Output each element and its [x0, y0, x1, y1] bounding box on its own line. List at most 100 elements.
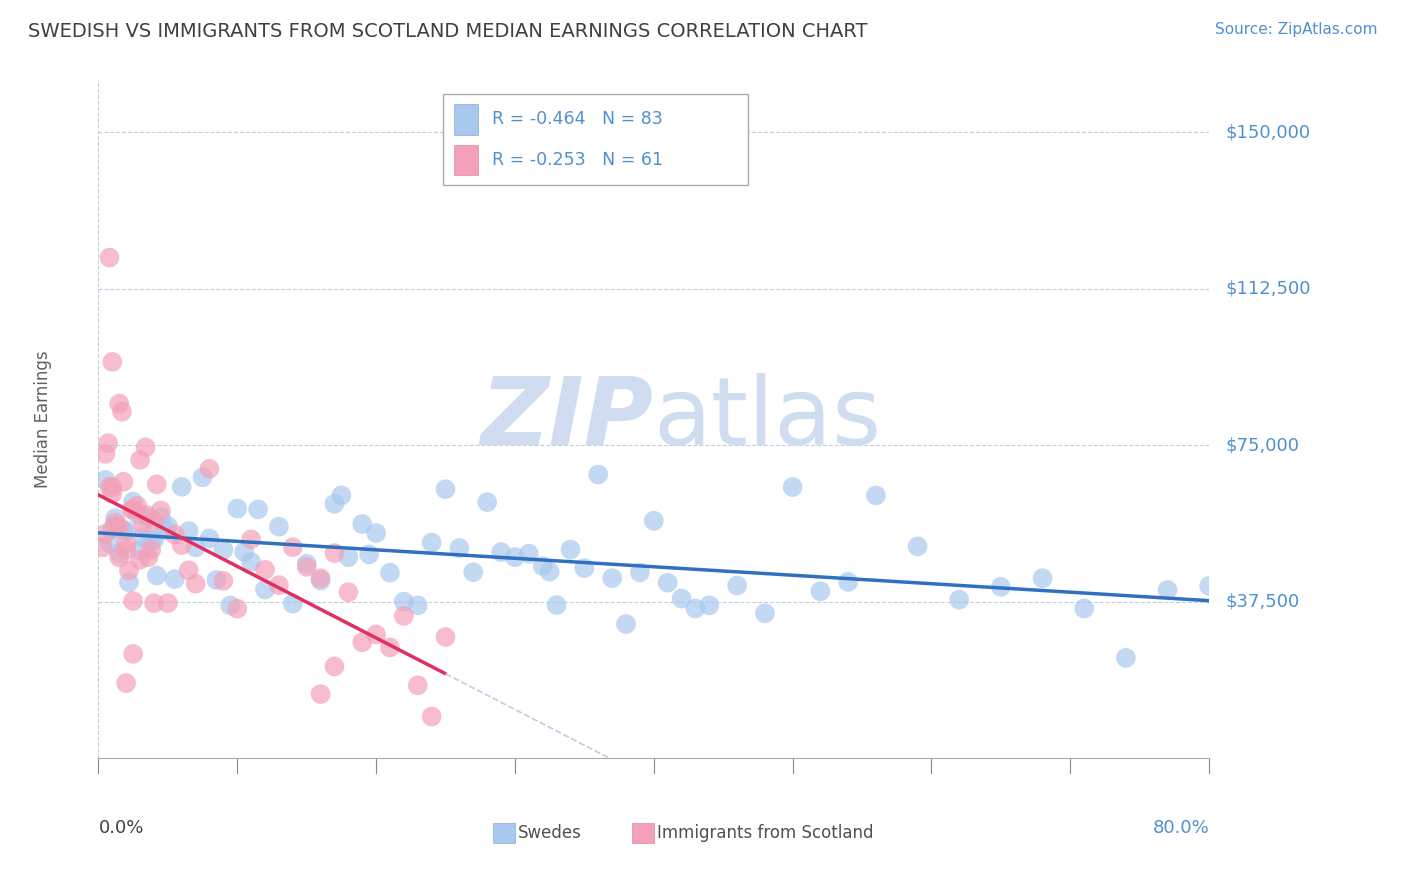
Point: [1115, 651, 1137, 665]
Point: [108, 519, 131, 533]
Point: [94, 526, 117, 541]
Text: $37,500: $37,500: [1226, 593, 1301, 611]
Bar: [631, 822, 654, 843]
Point: [352, 635, 374, 649]
Point: [145, 568, 167, 582]
Bar: [492, 822, 515, 843]
Point: [517, 547, 540, 561]
Point: [614, 617, 637, 632]
Point: [127, 499, 149, 513]
Point: [141, 533, 163, 548]
Point: [253, 563, 276, 577]
Point: [337, 550, 360, 565]
Text: Source: ZipAtlas.com: Source: ZipAtlas.com: [1215, 22, 1378, 37]
FancyBboxPatch shape: [443, 94, 748, 186]
Point: [865, 488, 887, 502]
Point: [810, 584, 832, 599]
Point: [463, 566, 485, 580]
Point: [118, 575, 141, 590]
Point: [170, 480, 193, 494]
Point: [754, 607, 776, 621]
Text: Immigrants from Scotland: Immigrants from Scotland: [657, 824, 873, 842]
Point: [948, 592, 970, 607]
Point: [104, 516, 127, 530]
Point: [240, 533, 263, 547]
Point: [112, 475, 135, 489]
Point: [1073, 601, 1095, 615]
Point: [226, 501, 249, 516]
Point: [600, 571, 623, 585]
Point: [105, 519, 128, 533]
Point: [122, 494, 145, 508]
Point: [685, 601, 707, 615]
Point: [295, 557, 318, 571]
Point: [538, 565, 561, 579]
Point: [191, 470, 214, 484]
Text: SWEDISH VS IMMIGRANTS FROM SCOTLAND MEDIAN EARNINGS CORRELATION CHART: SWEDISH VS IMMIGRANTS FROM SCOTLAND MEDI…: [28, 22, 868, 41]
Point: [122, 502, 145, 516]
Point: [725, 578, 748, 592]
Point: [323, 546, 346, 560]
Point: [94, 473, 117, 487]
Point: [267, 519, 290, 533]
Text: $75,000: $75,000: [1226, 436, 1299, 454]
Point: [907, 540, 929, 554]
Text: $112,500: $112,500: [1226, 280, 1312, 298]
Point: [177, 524, 200, 538]
Point: [198, 462, 221, 476]
Point: [392, 594, 415, 608]
Point: [782, 480, 804, 494]
Point: [281, 597, 304, 611]
Point: [212, 543, 235, 558]
Point: [98, 536, 121, 550]
Point: [101, 487, 124, 501]
Point: [121, 502, 143, 516]
Point: [127, 507, 149, 521]
Point: [503, 550, 526, 565]
Point: [837, 574, 859, 589]
Point: [94, 447, 117, 461]
Point: [366, 627, 388, 641]
Point: [574, 561, 596, 575]
Point: [378, 640, 401, 655]
Point: [108, 396, 131, 410]
Point: [108, 550, 131, 565]
Point: [267, 578, 290, 592]
Point: [240, 555, 263, 569]
Point: [163, 572, 186, 586]
Point: [163, 527, 186, 541]
Point: [671, 591, 693, 606]
Point: [138, 550, 160, 565]
Point: [359, 547, 381, 561]
Point: [141, 542, 163, 557]
Point: [406, 678, 429, 692]
Point: [122, 594, 145, 608]
Point: [143, 596, 166, 610]
Point: [104, 511, 127, 525]
Point: [434, 482, 457, 496]
Point: [122, 647, 145, 661]
Bar: [454, 145, 478, 175]
Point: [337, 585, 360, 599]
Point: [111, 404, 134, 418]
Point: [129, 453, 152, 467]
Point: [153, 523, 176, 537]
Point: [295, 559, 318, 574]
Text: 80.0%: 80.0%: [1153, 819, 1209, 838]
Point: [253, 582, 276, 597]
Point: [323, 659, 346, 673]
Point: [226, 601, 249, 615]
Point: [628, 566, 651, 580]
Text: $150,000: $150,000: [1226, 123, 1310, 142]
Point: [101, 355, 124, 369]
Point: [392, 608, 415, 623]
Point: [149, 503, 172, 517]
Point: [149, 510, 172, 524]
Text: R = -0.253   N = 61: R = -0.253 N = 61: [492, 151, 662, 169]
Point: [1198, 579, 1220, 593]
Point: [98, 480, 121, 494]
Point: [132, 530, 155, 544]
Point: [115, 542, 138, 557]
Point: [1032, 571, 1054, 585]
Point: [699, 599, 721, 613]
